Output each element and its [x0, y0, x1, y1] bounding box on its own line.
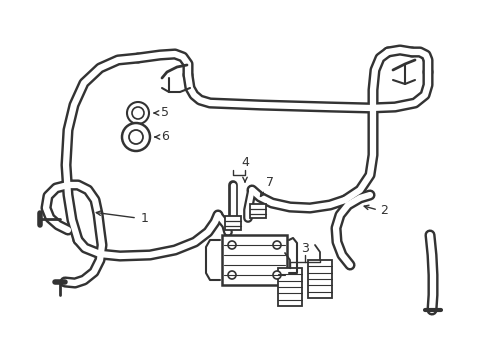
Text: 6: 6 [161, 130, 168, 144]
Circle shape [227, 271, 236, 279]
Text: 5: 5 [161, 107, 169, 120]
Text: 1: 1 [141, 211, 149, 225]
Circle shape [129, 130, 142, 144]
Circle shape [122, 123, 150, 151]
Text: 4: 4 [241, 156, 248, 168]
Circle shape [127, 102, 149, 124]
Text: 3: 3 [301, 242, 308, 255]
Bar [224, 216, 241, 230]
Text: 2: 2 [379, 203, 387, 216]
Bar [278, 268, 302, 306]
Bar [222, 235, 286, 285]
Circle shape [272, 241, 281, 249]
Text: 7: 7 [265, 176, 273, 189]
Circle shape [227, 241, 236, 249]
Circle shape [272, 271, 281, 279]
Bar [249, 204, 265, 218]
Circle shape [132, 107, 143, 119]
Bar [307, 260, 331, 298]
